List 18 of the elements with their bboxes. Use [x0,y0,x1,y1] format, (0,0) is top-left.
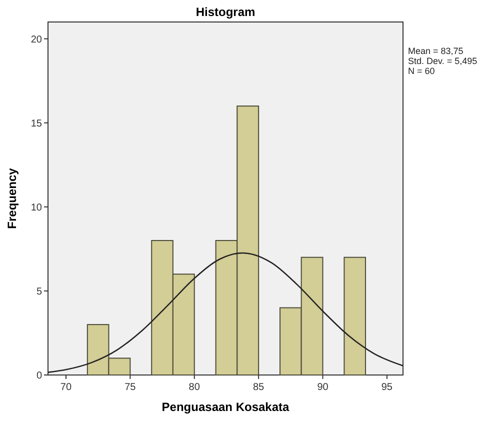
y-tick-label: 15 [30,118,42,130]
text: N = 60 [408,66,435,76]
x-tick-label: 85 [253,382,265,393]
y-tick-label: 0 [36,370,42,382]
chart-title: Histogram [196,5,256,19]
y-axis-title: Frequency [5,168,19,229]
y-tick-label: 5 [36,286,42,298]
x-tick-label: 70 [60,382,72,393]
text: Std. Dev. = 5,495 [408,56,478,66]
x-tick-label: 80 [188,382,200,393]
x-tick-label: 95 [381,382,393,393]
x-tick-label: 75 [124,382,136,393]
y-tick-label: 10 [30,202,42,214]
x-axis-title: Penguasaan Kosakata [162,400,290,414]
x-tick-label: 90 [317,382,329,393]
line-series [47,252,404,373]
y-tick-label: 20 [30,34,42,46]
text: Mean = 83,75 [408,46,464,56]
